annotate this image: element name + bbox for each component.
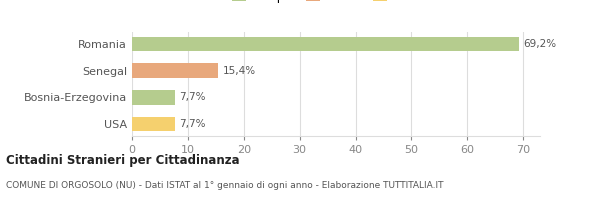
Bar — [132, 90, 175, 105]
Text: 69,2%: 69,2% — [523, 39, 556, 49]
Text: 15,4%: 15,4% — [223, 66, 256, 76]
Text: 7,7%: 7,7% — [179, 92, 206, 102]
Text: 7,7%: 7,7% — [179, 119, 206, 129]
Bar — [132, 63, 218, 78]
Bar — [132, 117, 175, 131]
Bar — [132, 37, 519, 51]
Text: Cittadini Stranieri per Cittadinanza: Cittadini Stranieri per Cittadinanza — [6, 154, 239, 167]
Text: COMUNE DI ORGOSOLO (NU) - Dati ISTAT al 1° gennaio di ogni anno - Elaborazione T: COMUNE DI ORGOSOLO (NU) - Dati ISTAT al … — [6, 181, 443, 190]
Legend: Europa, Africa, America: Europa, Africa, America — [227, 0, 445, 7]
